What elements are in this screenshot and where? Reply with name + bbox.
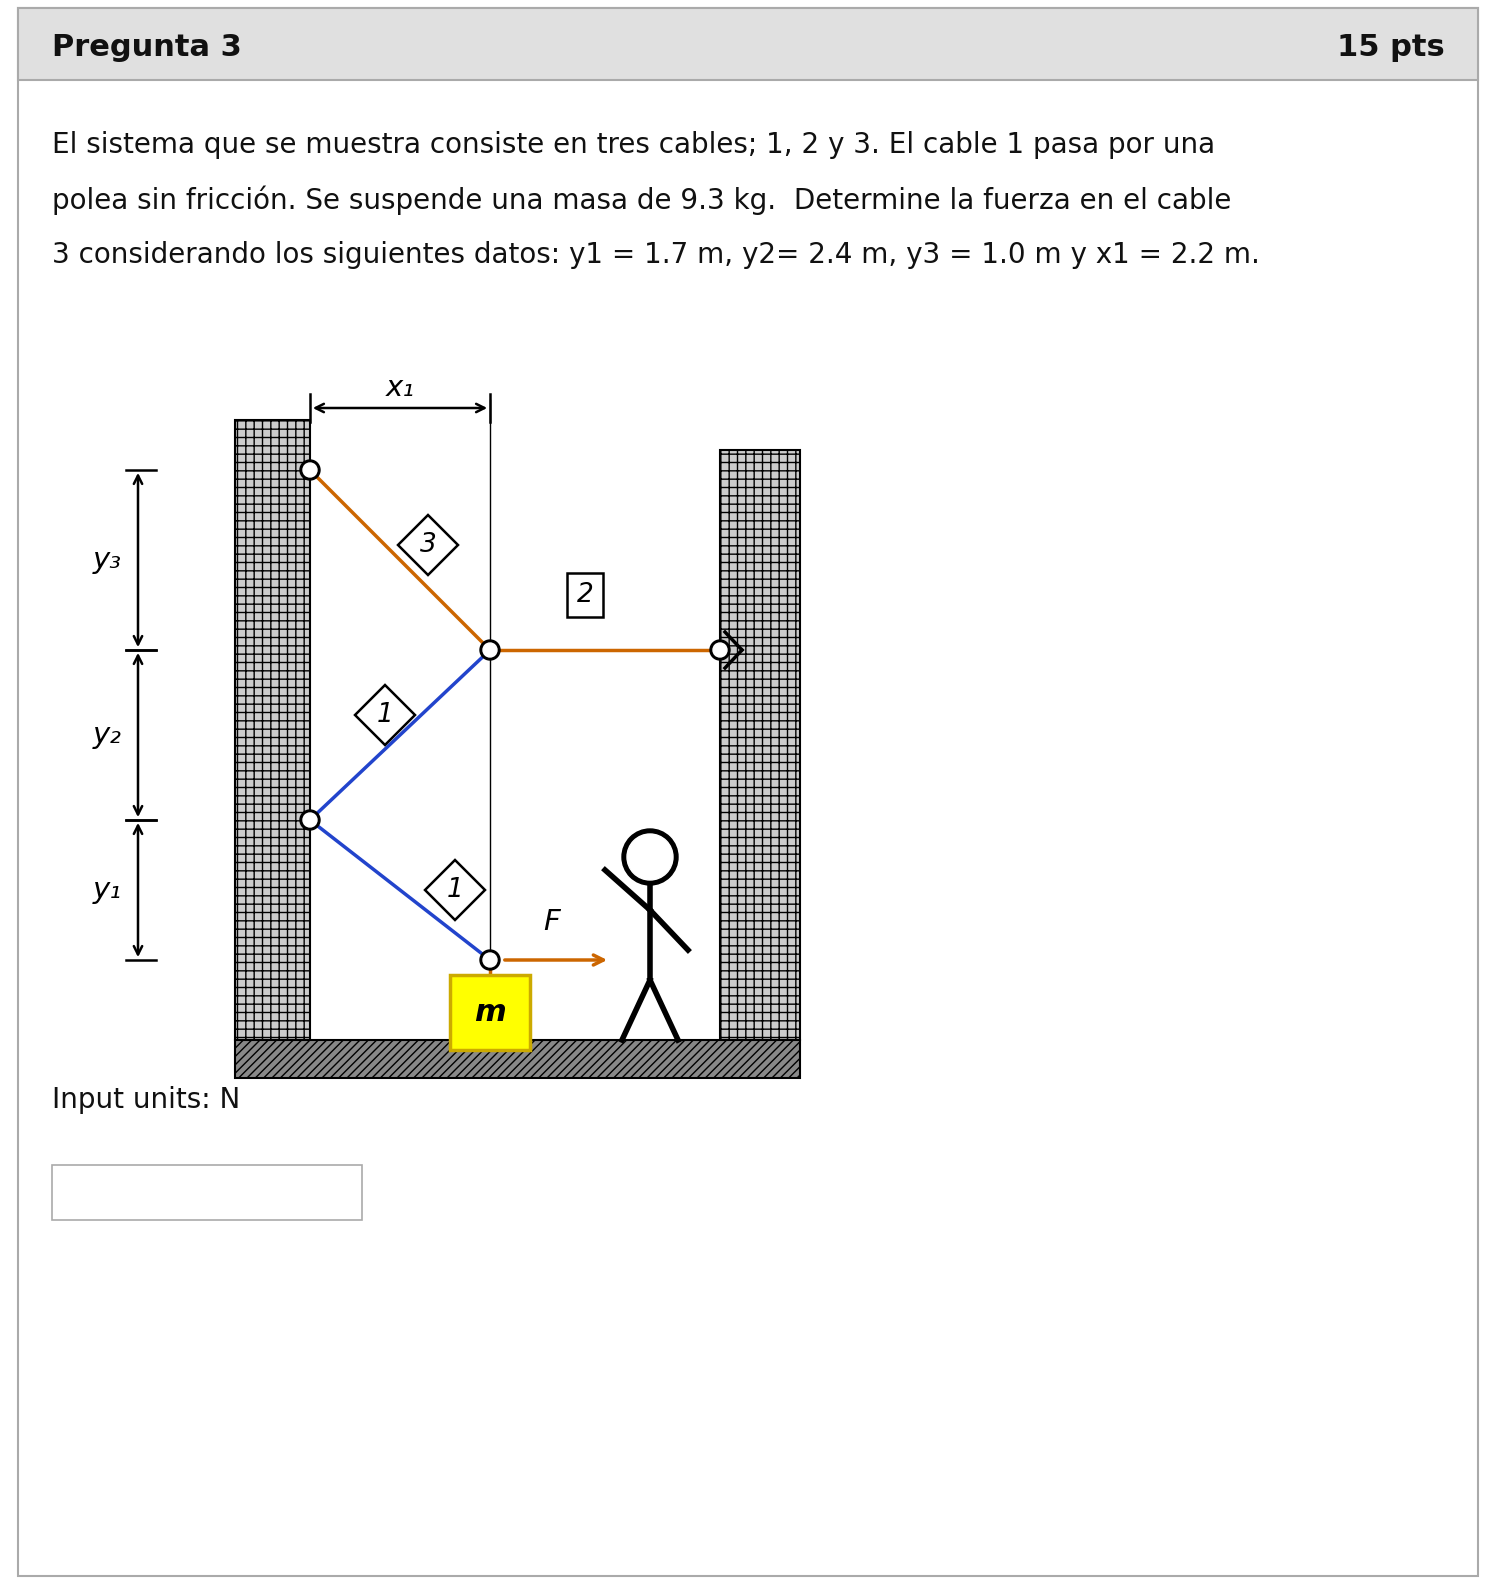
Text: 3 considerando los siguientes datos: y1 = 1.7 m, y2= 2.4 m, y3 = 1.0 m y x1 = 2.: 3 considerando los siguientes datos: y1 … <box>52 240 1260 269</box>
Bar <box>18 8 1478 80</box>
Circle shape <box>301 810 320 829</box>
Polygon shape <box>425 860 485 920</box>
Polygon shape <box>355 685 414 745</box>
Text: y₃: y₃ <box>93 546 123 575</box>
Bar <box>720 451 800 1040</box>
Text: x₁: x₁ <box>386 374 414 403</box>
Circle shape <box>304 814 317 826</box>
Circle shape <box>304 463 317 478</box>
Text: polea sin fricción. Se suspende una masa de 9.3 kg.  Determine la fuerza en el c: polea sin fricción. Se suspende una masa… <box>52 185 1231 215</box>
Circle shape <box>627 834 673 880</box>
Bar <box>235 420 310 1040</box>
Circle shape <box>483 643 497 657</box>
Polygon shape <box>398 514 458 575</box>
Text: Pregunta 3: Pregunta 3 <box>52 32 242 62</box>
Text: 1: 1 <box>377 702 393 728</box>
Circle shape <box>480 640 500 661</box>
Text: F: F <box>543 907 561 936</box>
Text: El sistema que se muestra consiste en tres cables; 1, 2 y 3. El cable 1 pasa por: El sistema que se muestra consiste en tr… <box>52 131 1215 159</box>
Text: 3: 3 <box>419 532 437 559</box>
Circle shape <box>301 460 320 481</box>
Text: y₁: y₁ <box>93 876 123 904</box>
Text: 1: 1 <box>447 877 464 903</box>
Circle shape <box>714 643 727 657</box>
Text: y₂: y₂ <box>93 721 123 748</box>
Bar <box>52 1165 362 1219</box>
Text: 2: 2 <box>576 583 594 608</box>
Bar <box>235 1040 800 1078</box>
Circle shape <box>483 954 497 966</box>
Text: m: m <box>474 998 506 1027</box>
Circle shape <box>480 950 500 970</box>
Text: 15 pts: 15 pts <box>1337 32 1445 62</box>
Bar <box>450 974 530 1051</box>
Circle shape <box>622 829 678 885</box>
Text: Input units: N: Input units: N <box>52 1086 241 1114</box>
Circle shape <box>711 640 730 661</box>
